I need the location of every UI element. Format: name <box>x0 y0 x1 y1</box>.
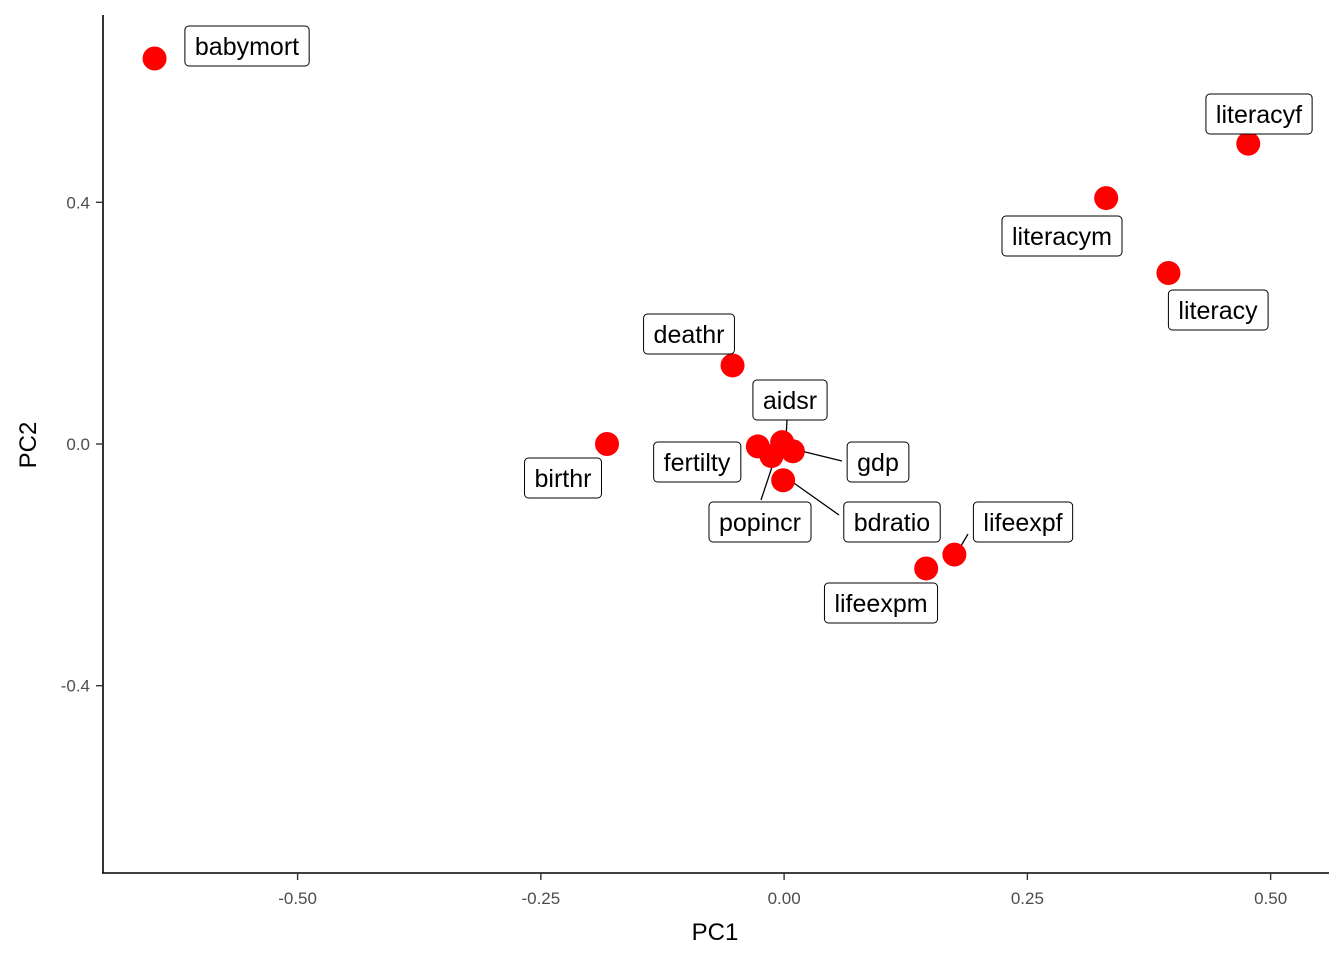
label-box <box>643 313 735 355</box>
data-point-literacyf <box>1236 131 1261 156</box>
x-ticks: -0.50 -0.25 0.00 0.25 0.50 <box>278 873 1287 908</box>
y-tick-label: 0.0 <box>66 435 90 454</box>
data-point-literacy <box>1156 261 1181 286</box>
data-point-lifeexpf <box>942 542 967 567</box>
y-tick-label: 0.4 <box>66 193 90 212</box>
label-text: literacyf <box>1216 101 1302 129</box>
label-text: birthr <box>535 465 592 493</box>
point-label-fertilty: fertilty <box>653 441 742 483</box>
point-label-lifeexpf: lifeexpf <box>972 501 1074 543</box>
label-box <box>1205 93 1313 135</box>
x-tick-label: -0.50 <box>278 889 317 908</box>
label-box <box>184 25 310 67</box>
point-label-birthr: birthr <box>524 457 602 499</box>
data-point-gdp <box>780 439 805 464</box>
point-label-gdp: gdp <box>846 441 910 483</box>
x-tick-label: 0.50 <box>1254 889 1287 908</box>
label-box <box>752 379 828 421</box>
label-box <box>708 501 812 543</box>
label-text: bdratio <box>854 509 930 537</box>
x-tick-label: 0.00 <box>768 889 801 908</box>
x-axis-title: PC1 <box>692 919 739 946</box>
label-text: lifeexpm <box>834 590 927 618</box>
label-box <box>846 441 910 483</box>
label-text: deathr <box>654 321 725 349</box>
point-label-lifeexpm: lifeexpm <box>823 582 939 624</box>
label-box <box>524 457 602 499</box>
label-box <box>1001 215 1123 257</box>
data-point-deathr <box>720 353 745 378</box>
label-box <box>653 441 742 483</box>
label-text: fertilty <box>664 449 731 477</box>
point-label-literacyf: literacyf <box>1205 93 1313 135</box>
point-label-literacym: literacym <box>1001 215 1123 257</box>
data-point-lifeexpm <box>914 556 939 581</box>
data-point-babymort <box>142 46 167 71</box>
label-text: gdp <box>857 449 899 477</box>
data-point-birthr <box>595 432 620 456</box>
label-text: lifeexpf <box>983 509 1062 537</box>
label-box <box>843 501 941 543</box>
label-text: babymort <box>195 33 299 61</box>
y-ticks: -0.4 0.0 0.4 <box>61 193 103 696</box>
label-text: aidsr <box>763 387 817 415</box>
data-points <box>142 46 1261 581</box>
label-box <box>972 501 1074 543</box>
point-label-deathr: deathr <box>643 313 735 355</box>
point-label-literacy: literacy <box>1167 289 1269 331</box>
data-point-literacym <box>1094 186 1119 211</box>
label-box <box>1167 289 1269 331</box>
label-box <box>823 582 939 624</box>
data-point-bdratio <box>771 468 796 493</box>
y-axis-title: PC2 <box>15 422 42 469</box>
point-label-babymort: babymort <box>184 25 310 67</box>
point-labels: babymort literacyf literacym literacy deathr… <box>184 25 1313 624</box>
x-tick-label: 0.25 <box>1011 889 1044 908</box>
label-text: popincr <box>719 509 801 537</box>
point-label-aidsr: aidsr <box>752 379 828 421</box>
y-tick-label: -0.4 <box>61 677 90 696</box>
label-text: literacy <box>1178 297 1258 325</box>
x-tick-label: -0.25 <box>521 889 560 908</box>
label-text: literacym <box>1012 223 1112 251</box>
leader-line-bdratio <box>790 480 840 516</box>
point-label-bdratio: bdratio <box>843 501 941 543</box>
point-label-popincr: popincr <box>708 501 812 543</box>
data-point-popincr <box>759 444 784 469</box>
